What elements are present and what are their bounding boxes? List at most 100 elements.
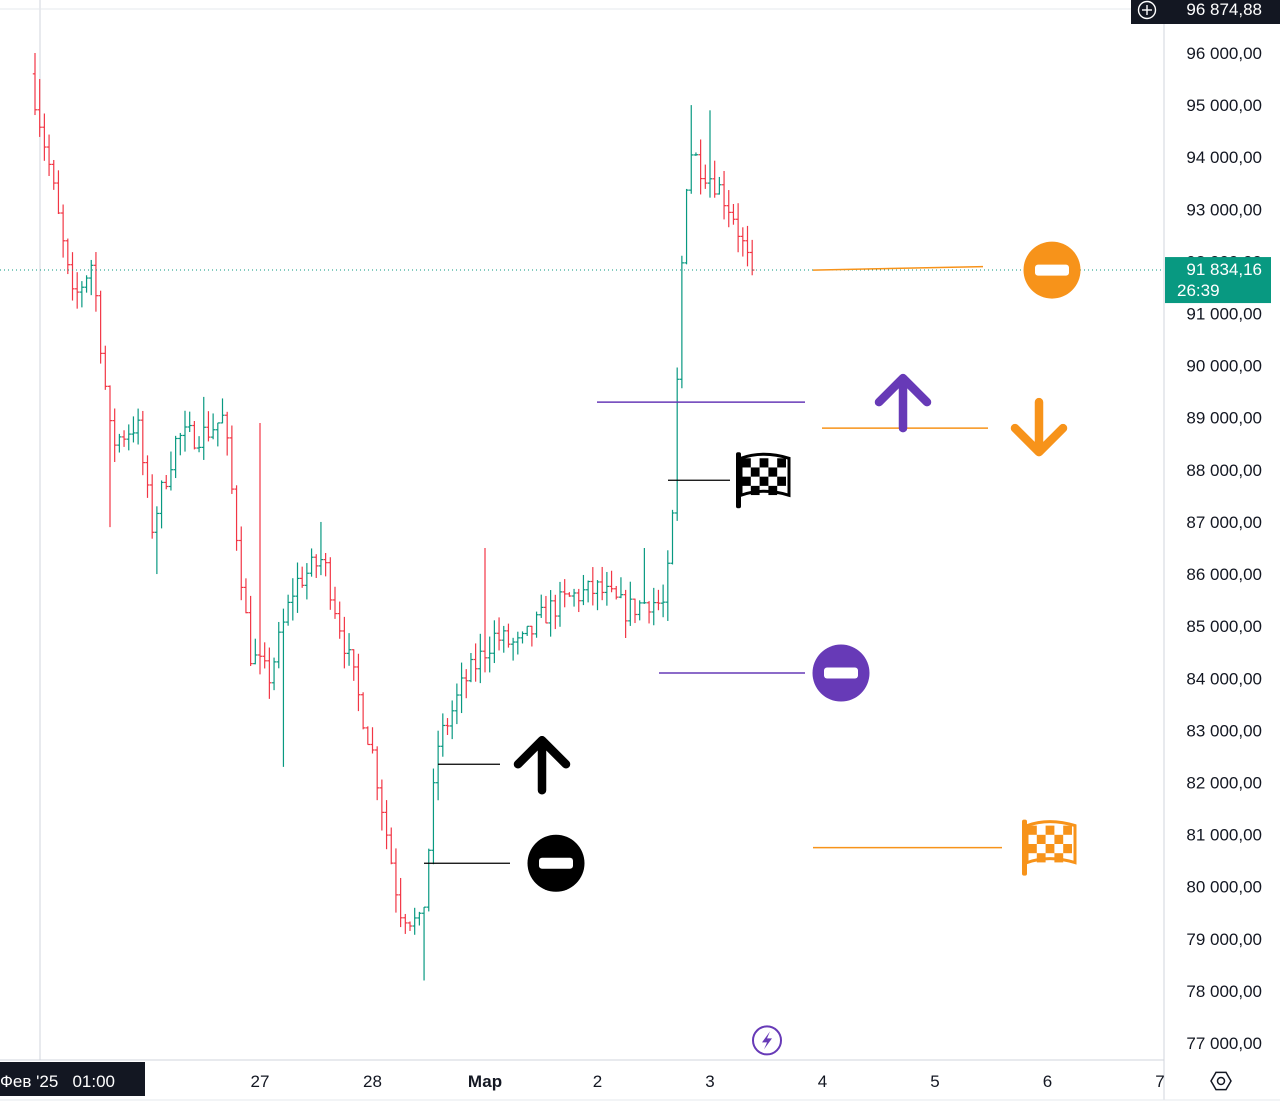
drawing-lines[interactable] [424,265,1002,864]
ohlc-bar [520,631,525,644]
date-tick-label: 27 [251,1072,270,1091]
ohlc-bar [37,79,42,137]
ohlc-bar [215,422,221,447]
ohlc-bar [342,616,347,669]
ohlc-bar [642,548,647,604]
ohlc-bar [70,252,75,301]
ohlc-bar [79,281,85,308]
date-tick-label: 28 [363,1072,382,1091]
ohlc-bar [712,160,717,198]
ohlc-bar [515,631,521,655]
checkered-flag-icon[interactable] [1022,819,1077,876]
settings-icon[interactable] [1210,1071,1232,1091]
ohlc-bar [328,557,333,610]
ohlc-bar [426,848,431,912]
ohlc-bar [356,653,361,712]
ohlc-bar [468,652,474,683]
ohlc-bar [149,474,155,539]
ohlc-bar [178,432,183,456]
price-tick-label: 86 000,00 [1186,565,1262,584]
ohlc-bar [496,617,502,651]
ohlc-bar [168,451,174,491]
ohlc-bar [693,152,699,156]
ohlc-bar [173,435,178,479]
ohlc-bar [656,589,661,611]
ohlc-bar [557,581,563,627]
ohlc-bar [107,385,113,528]
plus-icon[interactable] [1137,0,1157,20]
ohlc-bar [98,290,103,364]
lightning-icon[interactable] [752,1025,782,1056]
ohlc-bar [337,601,342,639]
stop-icon[interactable] [527,834,585,892]
ohlc-bar [398,877,403,928]
price-tick-label: 83 000,00 [1186,721,1262,740]
ohlc-bar [281,608,286,767]
arrow-down-icon[interactable] [1010,397,1068,457]
drawing-icons[interactable] [513,241,1081,1056]
horizontal-level-line[interactable] [812,265,984,271]
ohlc-bar [604,571,610,606]
ohlc-bar [65,238,71,275]
ohlc-bar [318,521,324,576]
ohlc-bar [412,907,417,935]
price-tick-label: 81 000,00 [1186,826,1262,845]
arrow-up-icon[interactable] [874,373,932,433]
ohlc-bar [534,611,539,638]
ohlc-bar [154,506,160,575]
ohlc-bar [689,105,694,194]
ohlc-bar [407,921,413,931]
stop-icon[interactable] [812,644,870,702]
ohlc-bar [192,420,197,450]
ohlc-bar [271,657,277,691]
date-tick-labels: 62728Мар234567 [132,1072,1165,1091]
price-tick-label: 85 000,00 [1186,617,1262,636]
price-tick-label: 93 000,00 [1186,200,1262,219]
ohlc-bar [257,422,263,675]
ohlc-bar [117,433,122,453]
ohlc-bar [370,727,375,754]
ohlc-bar [164,475,169,490]
current-price-label: 91 834,16 [1186,260,1262,279]
ohlc-bar [721,170,727,220]
ohlc-bar [445,718,450,736]
ohlc-bar [374,746,380,801]
ohlc-bar [56,170,61,215]
date-tick-label: 5 [930,1072,939,1091]
ohlc-bar [674,367,680,521]
stop-icon[interactable] [1023,241,1081,299]
checkered-flag-icon[interactable] [736,452,791,509]
ohlc-bar [384,800,389,850]
ohlc-bar [684,188,689,265]
ohlc-bar [379,779,385,831]
ohlc-bar [435,730,441,801]
ohlc-bar [262,642,267,669]
ohlc-bar [229,425,235,494]
ohlc-bar [628,581,633,626]
ohlc-bar [543,595,549,624]
ohlc-bar [548,590,553,637]
ohlc-bar [510,637,516,661]
price-tick-label: 88 000,00 [1186,461,1262,480]
ohlc-bar [248,595,253,667]
ohlc-bar [501,625,506,653]
ohlc-bar [182,410,188,452]
ohlc-bar [717,176,722,195]
ohlc-bar [220,398,225,424]
ohlc-bar [276,621,281,669]
ohlc-bar [403,913,408,934]
ohlc-bar [60,204,66,258]
crosshair-date-label: Фев '25 01:00 [0,1072,115,1091]
ohlc-bar [304,563,310,600]
date-tick-label: Мар [468,1072,502,1091]
plot-area[interactable] [0,0,1163,1060]
ohlc-bar [74,272,80,309]
ohlc-bar [360,692,366,730]
price-tick-label: 82 000,00 [1186,773,1262,792]
time-axis[interactable]: 62728Мар234567 Фев '25 01:00 [0,1059,1280,1101]
arrow-up-icon[interactable] [513,735,571,795]
top-price-box: 96 874,88 [1131,0,1280,24]
